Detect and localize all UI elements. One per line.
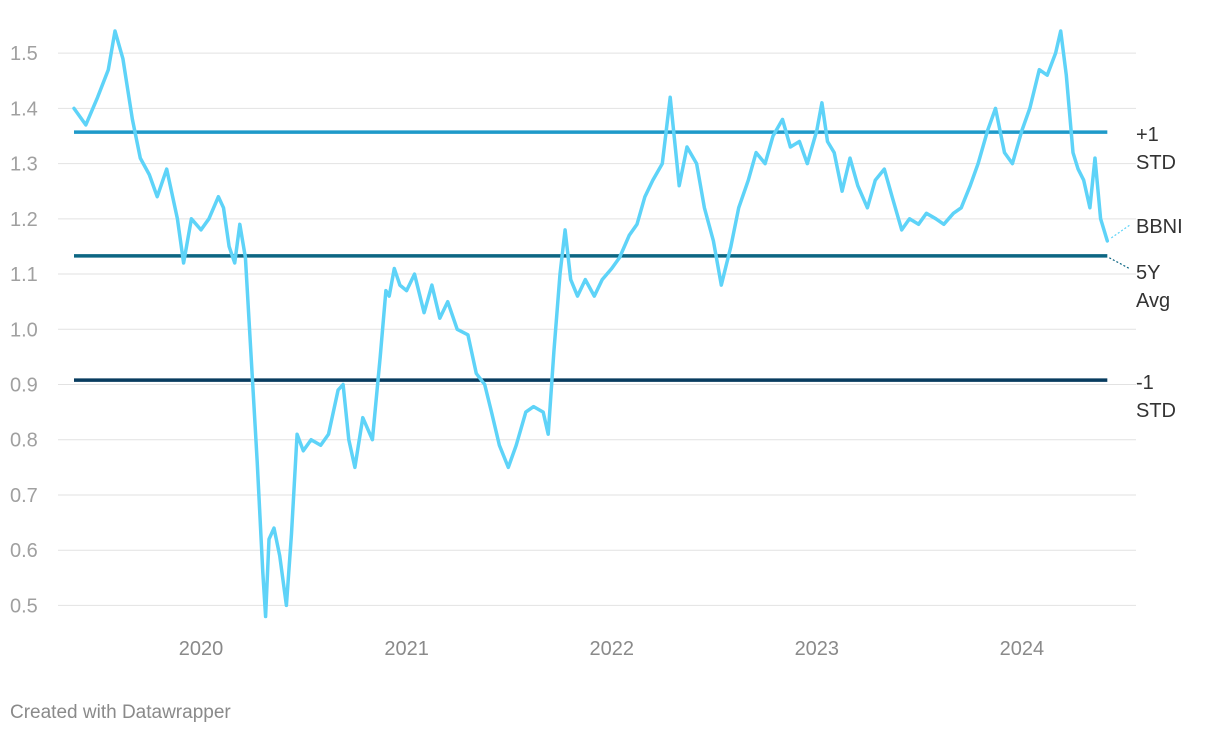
x-tick-label: 2020 — [179, 638, 224, 660]
ref-label-connector — [1109, 257, 1131, 270]
x-tick-label: 2024 — [1000, 638, 1045, 660]
ref-line-label: -1 — [1136, 372, 1154, 394]
credit-text: Created with Datawrapper — [10, 702, 231, 723]
y-tick-label: 0.7 — [10, 485, 38, 507]
ref-line-label: Avg — [1136, 290, 1170, 312]
series-line-bbni — [72, 29, 1110, 619]
series-label-connector — [1110, 224, 1131, 239]
y-tick-label: 1.0 — [10, 319, 38, 341]
ref-line-label: 5Y — [1136, 262, 1160, 284]
y-tick-label: 1.4 — [10, 98, 38, 120]
y-tick-label: 1.2 — [10, 209, 38, 231]
y-tick-label: 1.5 — [10, 43, 38, 65]
ref-line-label: STD — [1136, 400, 1176, 422]
x-tick-label: 2021 — [384, 638, 429, 660]
series-label: BBNI — [1136, 216, 1183, 238]
ref-line-label: +1 — [1136, 124, 1159, 146]
bbni-chart: 0.5 0.6 0.7 0.8 0.9 1.0 1.1 1.2 1.3 1.4 1.5 2020 202… — [10, 29, 1183, 660]
y-tick-label: 0.8 — [10, 430, 38, 452]
y-tick-label: 1.3 — [10, 154, 38, 176]
ref-line-label: STD — [1136, 152, 1176, 174]
y-tick-label: 0.5 — [10, 595, 38, 617]
x-tick-label: 2022 — [589, 638, 634, 660]
y-tick-label: 0.9 — [10, 375, 38, 397]
x-tick-label: 2023 — [795, 638, 840, 660]
y-tick-label: 0.6 — [10, 540, 38, 562]
y-tick-label: 1.1 — [10, 264, 38, 286]
